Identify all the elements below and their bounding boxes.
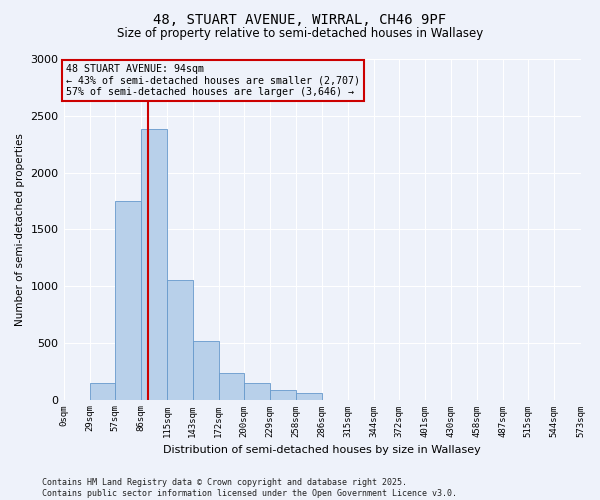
Bar	[141, 130, 167, 400]
Bar	[193, 340, 219, 400]
Bar	[167, 280, 193, 400]
Y-axis label: Number of semi-detached properties: Number of semi-detached properties	[15, 133, 25, 326]
Bar	[244, 382, 270, 400]
Text: Contains HM Land Registry data © Crown copyright and database right 2025.
Contai: Contains HM Land Registry data © Crown c…	[42, 478, 457, 498]
Text: 48, STUART AVENUE, WIRRAL, CH46 9PF: 48, STUART AVENUE, WIRRAL, CH46 9PF	[154, 12, 446, 26]
X-axis label: Distribution of semi-detached houses by size in Wallasey: Distribution of semi-detached houses by …	[163, 445, 481, 455]
Bar	[296, 394, 322, 400]
Bar	[219, 374, 244, 400]
Bar	[270, 390, 296, 400]
Bar	[115, 201, 141, 400]
Text: Size of property relative to semi-detached houses in Wallasey: Size of property relative to semi-detach…	[117, 28, 483, 40]
Text: 48 STUART AVENUE: 94sqm
← 43% of semi-detached houses are smaller (2,707)
57% of: 48 STUART AVENUE: 94sqm ← 43% of semi-de…	[66, 64, 360, 96]
Bar	[90, 382, 115, 400]
